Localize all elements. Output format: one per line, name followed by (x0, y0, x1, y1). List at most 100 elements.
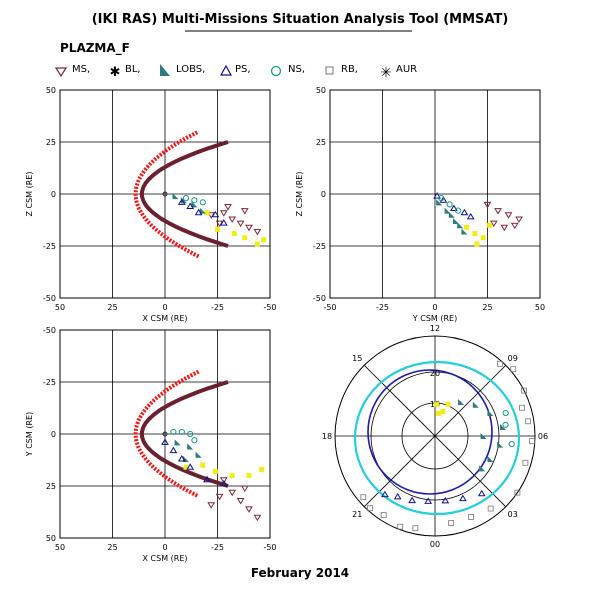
data-point-ps (177, 198, 186, 205)
data-point-ms (207, 212, 216, 219)
page-title: (IKI RAS) Multi-Missions Situation Analy… (92, 12, 509, 27)
x-axis-label: X CSM (RE) (143, 314, 188, 323)
data-point-ps (186, 202, 195, 209)
data-point-lobs (436, 199, 443, 206)
data-point-ps (450, 204, 458, 212)
markers (172, 193, 267, 247)
legend-label-aur: AUR (396, 64, 417, 75)
figure-date: February 2014 (251, 566, 349, 580)
data-point-ns (446, 201, 453, 208)
data-point-ms (483, 201, 492, 209)
triangle-up-icon (219, 64, 233, 76)
panel-2: -50 -25 0 25 50 50 25 0 -25 -50 Y CSM (RE) Z CSM (R… (295, 86, 545, 323)
filled-wedge-icon (160, 64, 170, 76)
earth-marker (162, 431, 168, 437)
y-tick-label: 50 (46, 534, 56, 543)
y-tick-label: 25 (46, 482, 56, 491)
x-tick-label: 50 (535, 303, 545, 312)
data-point-bl (200, 462, 206, 468)
data-point-ps (477, 489, 486, 497)
data-point-bl (204, 210, 210, 216)
polar-angle-label: 15 (352, 354, 362, 363)
data-point-bl (487, 222, 493, 228)
data-point-lobs (172, 193, 179, 200)
data-point-ms (500, 224, 509, 232)
data-point-ms (224, 203, 232, 211)
y-axis-label: Z CSM (RE) (25, 172, 34, 217)
earth-marker (162, 191, 168, 197)
panel-4: 12090603002118152010 (322, 324, 548, 549)
star-icon: ✱ (110, 65, 121, 80)
data-point-ps (203, 475, 211, 483)
data-point-lobs (480, 433, 487, 439)
square-icon (325, 66, 334, 75)
data-point-ps (194, 208, 203, 216)
legend-label-lobs: LOBS, (176, 64, 205, 75)
data-point-ns (178, 428, 185, 436)
legend-item-ns: NS, (270, 64, 305, 77)
data-point-lobs (487, 455, 494, 462)
y-tick-label: 50 (46, 86, 56, 95)
data-point-ns (455, 207, 462, 214)
x-tick-label: 0 (162, 303, 167, 312)
boundary-layer (133, 129, 229, 259)
bow-shock-curve (133, 369, 200, 499)
data-point-ns (170, 428, 177, 436)
legend-item-ms: MS, (54, 64, 90, 78)
data-point-bl (183, 464, 189, 470)
data-point-lobs (487, 410, 494, 417)
y-axis-label: Z CSM (RE) (295, 172, 304, 217)
y-tick-label: 0 (51, 430, 56, 439)
data-point-ps (211, 210, 220, 218)
polar-axis (364, 365, 506, 507)
data-point-rb (468, 514, 474, 520)
circle-icon (270, 65, 282, 77)
data-point-ms (504, 212, 513, 219)
data-point-ms (245, 506, 253, 513)
data-point-lobs (458, 398, 465, 405)
data-point-bl (436, 410, 442, 416)
polar-angle-label: 00 (430, 540, 440, 549)
data-point-bl (212, 468, 218, 474)
data-point-bl (246, 473, 252, 479)
data-point-ps (393, 492, 402, 500)
data-point-rb (360, 494, 367, 501)
x-tick-label: -50 (263, 303, 276, 312)
magnetopause-curve (139, 380, 229, 488)
x-tick-label: 25 (107, 543, 117, 552)
data-point-lobs (461, 228, 468, 235)
legend-label-rb: RB, (341, 64, 358, 75)
data-point-ms (489, 220, 498, 228)
legend-label-bl: BL, (125, 64, 141, 75)
legend: MS, ✱ BL, LOBS, PS, NS, RB, ✳ AUR (54, 64, 417, 81)
legend-item-bl: ✱ BL, (110, 64, 141, 80)
data-point-lobs (174, 439, 181, 446)
data-point-bl (254, 241, 260, 247)
legend-label-ns: NS, (288, 64, 305, 75)
y-tick-label: -50 (313, 294, 326, 303)
data-point-ms (510, 222, 519, 230)
dataset-label: PLAZMA_F (60, 41, 130, 56)
data-point-ms (219, 210, 228, 217)
data-point-rb (397, 523, 404, 530)
polar-angle-label: 18 (322, 432, 332, 441)
y-tick-label: -50 (43, 326, 56, 335)
data-point-rb (510, 366, 517, 373)
y-axis-label: Y CSM (RE) (25, 412, 34, 457)
y-tick-label: 0 (51, 190, 56, 199)
legend-item-aur: ✳ AUR (380, 64, 417, 81)
data-point-ns (187, 430, 194, 438)
data-point-rb (522, 459, 529, 466)
markers (161, 428, 265, 522)
data-point-ms (228, 216, 237, 223)
legend-item-rb: RB, (325, 64, 358, 75)
data-point-bl (474, 241, 480, 247)
data-point-bl (440, 409, 446, 415)
data-point-rb (514, 489, 521, 496)
polar-radius-label: 20 (430, 369, 440, 378)
data-point-ms (253, 228, 262, 236)
data-point-lobs (472, 401, 479, 408)
polar-angle-label: 12 (430, 324, 440, 333)
